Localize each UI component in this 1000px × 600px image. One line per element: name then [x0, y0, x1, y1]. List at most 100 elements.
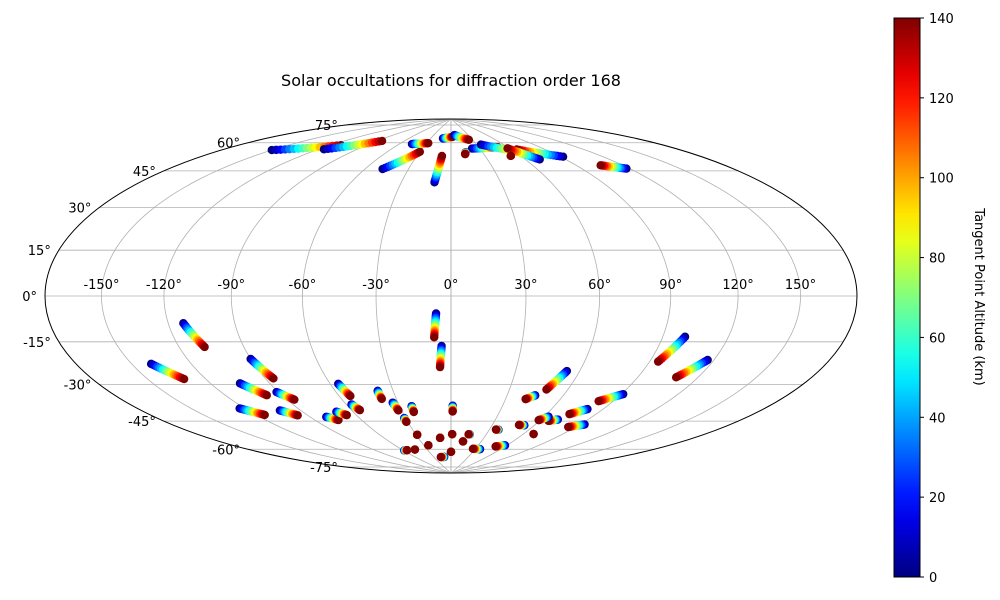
latitude-tick-label: -75°	[310, 461, 338, 476]
occultation-track	[388, 398, 403, 415]
occultation-track	[429, 309, 441, 342]
occultation-point	[409, 407, 419, 417]
colorbar-tick-label: 100	[929, 172, 954, 187]
longitude-tick-label: 90°	[659, 278, 682, 293]
occultation-track	[272, 387, 299, 404]
occultation-track	[246, 354, 278, 383]
occultation-point	[435, 433, 445, 443]
occultation-point	[534, 415, 543, 425]
latitude-tick-label: 30°	[68, 202, 91, 217]
occultation-track	[436, 452, 449, 462]
latitude-tick-label: -15°	[23, 336, 51, 351]
longitude-gridline	[163, 118, 452, 474]
occultation-point	[564, 422, 573, 432]
occultation-track	[235, 404, 269, 420]
occultation-point	[521, 394, 530, 404]
occultation-track	[412, 430, 422, 439]
colorbar: 0 20 40 60 80 100 120 140 Tangent Point Altitud…	[893, 12, 986, 586]
occultation-point	[435, 362, 445, 372]
longitude-tick-label: 150°	[785, 278, 816, 293]
occultation-track	[435, 341, 446, 372]
occultation-point	[429, 333, 439, 342]
occultation-track	[653, 332, 690, 366]
occultation-track	[491, 441, 510, 451]
occultation-point	[346, 391, 355, 401]
occultation-point	[506, 151, 516, 161]
occultation-track	[319, 136, 387, 154]
occultation-track	[468, 444, 485, 454]
occultation-point	[596, 161, 605, 170]
colorbar-tick-label: 120	[929, 92, 954, 107]
occultation-point	[464, 430, 473, 439]
occultation-point	[403, 445, 412, 455]
occultation-track	[594, 389, 628, 406]
occultation-track	[322, 412, 343, 425]
occultation-point	[402, 417, 411, 427]
longitude-tick-label: -120°	[146, 278, 182, 293]
occultation-point	[412, 430, 422, 439]
occultation-point	[377, 136, 387, 146]
occultation-track	[438, 132, 458, 143]
occultation-point	[491, 442, 500, 451]
occultation-point	[415, 147, 425, 156]
longitude-tick-label: -30°	[362, 278, 390, 293]
occultation-point	[503, 144, 512, 153]
occultation-track	[407, 401, 419, 417]
longitude-tick-label: -90°	[217, 278, 245, 293]
occultation-point	[653, 357, 663, 366]
graticule	[45, 118, 857, 474]
longitude-gridline	[101, 118, 452, 474]
chart-title: Solar occultations for diffraction order…	[281, 71, 621, 90]
latitude-tick-labels: 75° 60° 45° 30° 15° 0° -15° -30° -45° -60° -75°	[22, 119, 338, 476]
occultation-track	[534, 412, 553, 425]
latitude-tick-label: 75°	[315, 119, 338, 134]
longitude-gridline	[450, 118, 801, 474]
occultation-markers	[146, 130, 712, 462]
occultation-track	[332, 407, 351, 420]
occultation-point	[436, 452, 446, 462]
occultation-track	[564, 420, 589, 432]
occultation-point	[491, 425, 501, 434]
longitude-gridline	[301, 118, 452, 474]
occultation-point	[594, 396, 603, 406]
occultation-point	[394, 406, 403, 415]
occultation-point	[468, 444, 478, 454]
occultation-point	[179, 374, 189, 384]
colorbar-tick-label: 20	[929, 491, 946, 506]
occultation-track	[424, 441, 433, 450]
longitude-tick-label: -150°	[83, 278, 119, 293]
occultation-track	[529, 429, 538, 439]
occultation-track	[400, 413, 411, 427]
colorbar-tick-label: 80	[929, 252, 946, 267]
longitude-gridline	[450, 118, 527, 474]
colorbar-ticks: 0 20 40 60 80 100 120 140	[920, 12, 954, 586]
occultation-track	[146, 359, 189, 384]
occultation-point	[514, 420, 524, 430]
occultation-point	[460, 149, 470, 159]
occultation-track	[491, 425, 503, 434]
occultation-point	[260, 410, 269, 420]
occultation-track	[450, 130, 474, 145]
occultation-track	[410, 445, 420, 454]
occultation-point	[529, 429, 538, 439]
occultation-track	[373, 386, 386, 404]
latitude-tick-label: 45°	[133, 165, 156, 180]
occultation-track	[275, 406, 302, 420]
occultation-track	[512, 145, 568, 161]
colorbar-tick-label: 140	[929, 12, 954, 27]
occultation-track	[544, 415, 563, 426]
occultation-track	[430, 151, 447, 187]
occultation-track	[435, 433, 445, 443]
occultation-track	[334, 379, 355, 401]
occultation-track	[542, 366, 572, 394]
longitude-tick-label: 120°	[722, 278, 753, 293]
occultation-track	[514, 420, 529, 430]
occultation-point	[290, 395, 299, 404]
occultation-point	[410, 445, 420, 454]
occultation-point	[437, 151, 447, 161]
occultation-point	[424, 441, 433, 450]
occultation-point	[458, 437, 468, 446]
occultation-track	[235, 379, 271, 400]
occultation-track	[506, 151, 516, 161]
